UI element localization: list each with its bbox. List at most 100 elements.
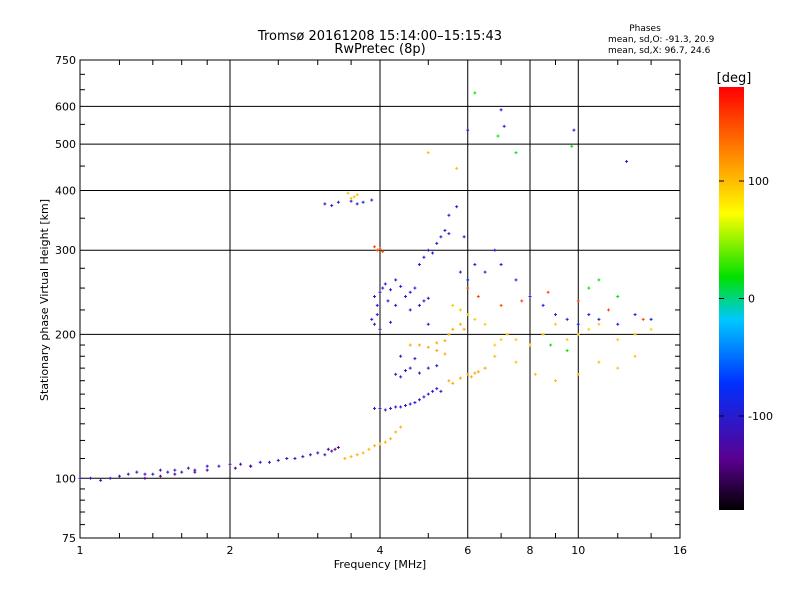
data-point (394, 405, 398, 409)
stats-line-o: mean, sd,O: -91.3, 20.9 (608, 35, 715, 45)
data-point (576, 372, 580, 376)
data-point (323, 202, 327, 206)
data-point (375, 303, 379, 307)
data-point (378, 406, 382, 410)
data-point (389, 288, 393, 292)
data-point (330, 204, 334, 208)
data-point (143, 476, 147, 480)
y-tick-label: 75 (62, 532, 76, 545)
data-point (417, 343, 421, 347)
y-tick-label: 400 (55, 184, 76, 197)
data-point (633, 332, 637, 336)
data-point (499, 338, 503, 342)
data-point (520, 299, 524, 303)
data-point (381, 286, 385, 290)
x-tick-label: 6 (464, 544, 471, 557)
data-point (394, 278, 398, 282)
data-point (483, 322, 487, 326)
data-point (455, 166, 459, 170)
colorbar: [deg] -100 0 100 (717, 71, 773, 510)
data-point (383, 282, 387, 286)
data-point (355, 202, 359, 206)
data-point (352, 195, 356, 199)
data-point (576, 322, 580, 326)
data-point (426, 322, 430, 326)
data-point (576, 332, 580, 336)
data-point (422, 299, 426, 303)
data-point (378, 290, 382, 294)
data-point (408, 290, 412, 294)
data-point (293, 456, 297, 460)
data-point (336, 200, 340, 204)
y-tick-label: 100 (55, 472, 76, 485)
data-point (228, 462, 232, 466)
data-point (422, 255, 426, 259)
data-point (447, 332, 451, 336)
data-point (326, 447, 330, 451)
data-point (499, 263, 503, 267)
chart-title: Tromsø 20161208 15:14:00–15:15:43 (257, 29, 502, 44)
data-point (426, 392, 430, 396)
data-point (476, 370, 480, 374)
data-point (597, 278, 601, 282)
data-point (349, 199, 353, 203)
data-point (435, 349, 439, 353)
data-point (426, 366, 430, 370)
data-point (349, 196, 353, 200)
y-tick-label: 600 (55, 100, 76, 113)
data-point (413, 401, 417, 405)
data-point (193, 470, 197, 474)
data-point (435, 387, 439, 391)
data-point (451, 303, 455, 307)
data-point (373, 245, 377, 249)
data-point (426, 248, 430, 252)
grid-lines (80, 60, 680, 538)
data-point (343, 456, 347, 460)
data-point (493, 343, 497, 347)
stats-line-x: mean, sd,X: 96.7, 24.6 (608, 46, 711, 56)
data-point (435, 341, 439, 345)
data-point (447, 232, 451, 236)
plot-area: 1 2 4 6 8 10 16 75 100 200 300 400 500 600 750 (55, 54, 687, 557)
data-point (135, 470, 139, 474)
data-point (316, 451, 320, 455)
data-point (439, 235, 443, 239)
data-point (587, 313, 591, 317)
data-point (641, 317, 645, 321)
x-axis-label: Frequency [MHz] (334, 558, 426, 571)
data-point (483, 366, 487, 370)
data-point (546, 290, 550, 294)
data-point (336, 445, 340, 449)
data-point (576, 299, 580, 303)
data-point (572, 128, 576, 132)
colorbar-tick-label: -100 (748, 410, 773, 423)
data-point (541, 303, 545, 307)
data-point (533, 372, 537, 376)
data-point (361, 200, 365, 204)
data-point (355, 193, 359, 197)
x-tick-label: 8 (527, 544, 534, 557)
data-point (89, 476, 93, 480)
data-point (373, 406, 377, 410)
data-point (308, 453, 312, 457)
data-point (447, 379, 451, 383)
data-point (473, 317, 477, 321)
data-point (458, 376, 462, 380)
data-point (375, 313, 379, 317)
y-tick-label: 200 (55, 328, 76, 341)
x-tick-label: 4 (377, 544, 384, 557)
data-point (483, 270, 487, 274)
data-point (267, 460, 271, 464)
data-point (633, 354, 637, 358)
data-point (333, 447, 337, 451)
data-point (458, 270, 462, 274)
data-points (78, 91, 653, 482)
data-point (78, 476, 82, 480)
data-point (431, 389, 435, 393)
data-point (381, 250, 385, 254)
data-point (499, 303, 503, 307)
data-point (285, 456, 289, 460)
data-point (378, 327, 382, 331)
data-point (514, 360, 518, 364)
